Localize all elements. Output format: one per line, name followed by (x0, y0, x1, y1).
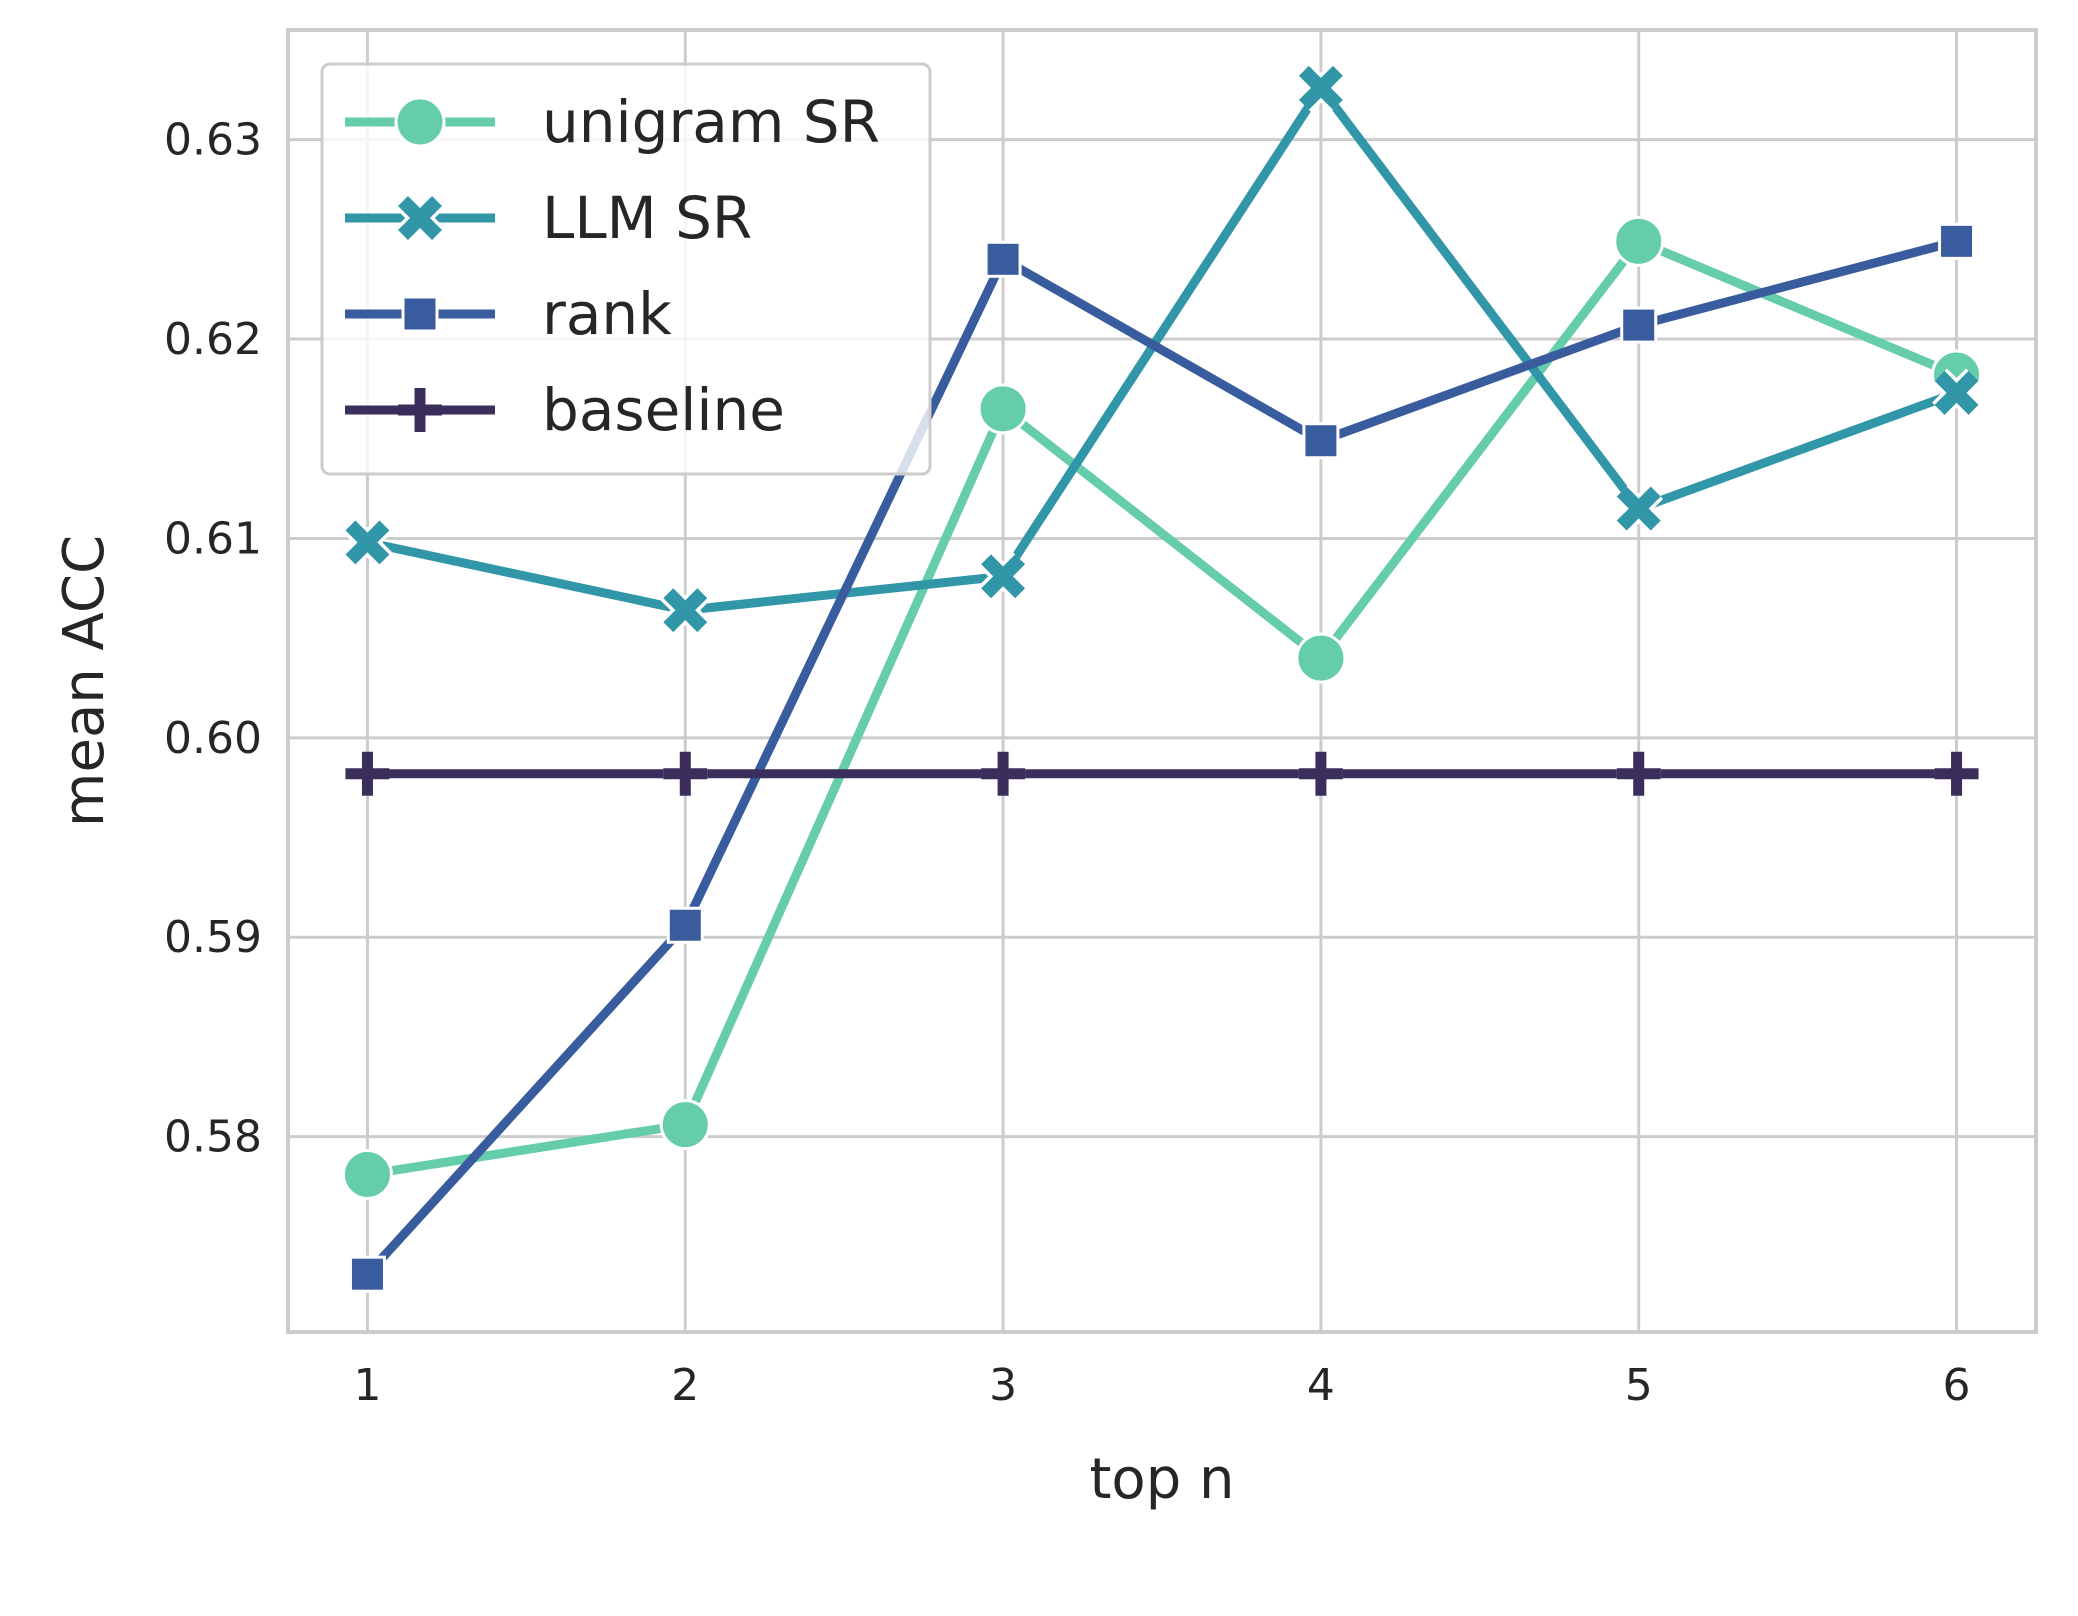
data-point-llm-sr (1614, 484, 1664, 533)
y-tick-label: 0.59 (164, 912, 262, 963)
data-point-baseline (345, 751, 390, 796)
data-point-unigram-sr (341, 1148, 393, 1200)
series-line-llm-sr (362, 83, 1962, 615)
x-tick-label: 6 (1943, 1360, 1971, 1411)
data-point-rank (984, 240, 1022, 278)
legend-item-unigram-sr: unigram SR (345, 88, 880, 156)
marker-plus (398, 388, 442, 432)
x-tick-label: 3 (989, 1360, 1017, 1411)
y-tick-label: 0.62 (164, 314, 262, 365)
legend: unigram SR LLM SR rank baseline (320, 62, 932, 476)
plot-frame (286, 28, 2038, 1334)
data-point-rank (1302, 422, 1340, 460)
x-tick-label: 2 (671, 1360, 699, 1411)
marker-plus (1298, 751, 1343, 796)
series-baseline (345, 751, 1979, 796)
data-point-baseline (1298, 751, 1343, 796)
legend-marker (394, 96, 446, 148)
data-point-llm-sr (660, 585, 710, 635)
legend-label: rank (542, 280, 672, 348)
legend-item-rank: rank (345, 280, 672, 348)
legend-label: LLM SR (542, 184, 752, 252)
legend-box (320, 62, 932, 476)
y-tick-label: 0.61 (164, 513, 262, 564)
data-point-llm-sr (978, 551, 1028, 601)
y-tick-label: 0.58 (164, 1112, 262, 1163)
legend-label: unigram SR (542, 88, 880, 156)
data-point-rank (1620, 306, 1658, 344)
data-point-baseline (1616, 751, 1661, 796)
data-point-unigram-sr (977, 383, 1029, 435)
data-point-llm-sr (1296, 63, 1346, 113)
marker-plus (1616, 751, 1661, 796)
x-tick-label: 5 (1625, 1360, 1653, 1411)
marker-plus (1934, 751, 1979, 796)
data-point-rank (348, 1255, 386, 1293)
series-line-rank (362, 236, 1962, 1279)
data-point-unigram-sr (1295, 632, 1347, 684)
legend-marker (395, 193, 445, 243)
marker-cross (398, 196, 442, 240)
marker-cross (981, 554, 1026, 599)
tick-labels: 1 2 3 4 5 6 0.58 0.59 0.60 0.61 0.62 0.63 (164, 115, 1971, 1411)
marker-cross (1616, 486, 1661, 531)
marker-plus (663, 751, 708, 796)
series-line-unigram-sr (362, 236, 1962, 1179)
legend-marker (398, 388, 442, 432)
data-point-unigram-sr (1613, 215, 1665, 267)
data-point-unigram-sr (659, 1099, 711, 1151)
x-tick-label: 1 (353, 1360, 381, 1411)
series-rank (348, 222, 1976, 1293)
legend-label: baseline (542, 376, 785, 444)
data-point-llm-sr (343, 518, 392, 567)
series-layer (341, 63, 1983, 1293)
data-point-rank (1938, 222, 1976, 260)
series-llm-sr (343, 63, 1981, 635)
x-tick-label: 4 (1307, 1360, 1335, 1411)
y-tick-label: 0.60 (164, 713, 262, 764)
marker-plus (345, 751, 390, 796)
marker-cross (1934, 370, 1979, 415)
legend-item-llm-sr: LLM SR (345, 184, 752, 252)
marker-cross (1298, 65, 1343, 110)
legend-item-baseline: baseline (345, 376, 785, 444)
data-point-llm-sr (1932, 368, 1981, 418)
y-axis-label: mean ACC (52, 535, 117, 827)
marker-plus (981, 751, 1026, 796)
y-tick-label: 0.63 (164, 115, 262, 166)
data-point-baseline (663, 751, 708, 796)
x-axis-label: top n (1089, 1447, 1234, 1512)
marker-cross (345, 520, 390, 565)
data-point-rank (666, 906, 704, 944)
legend-marker (401, 295, 439, 333)
data-point-baseline (981, 751, 1026, 796)
data-point-baseline (1934, 751, 1979, 796)
marker-cross (663, 588, 708, 633)
